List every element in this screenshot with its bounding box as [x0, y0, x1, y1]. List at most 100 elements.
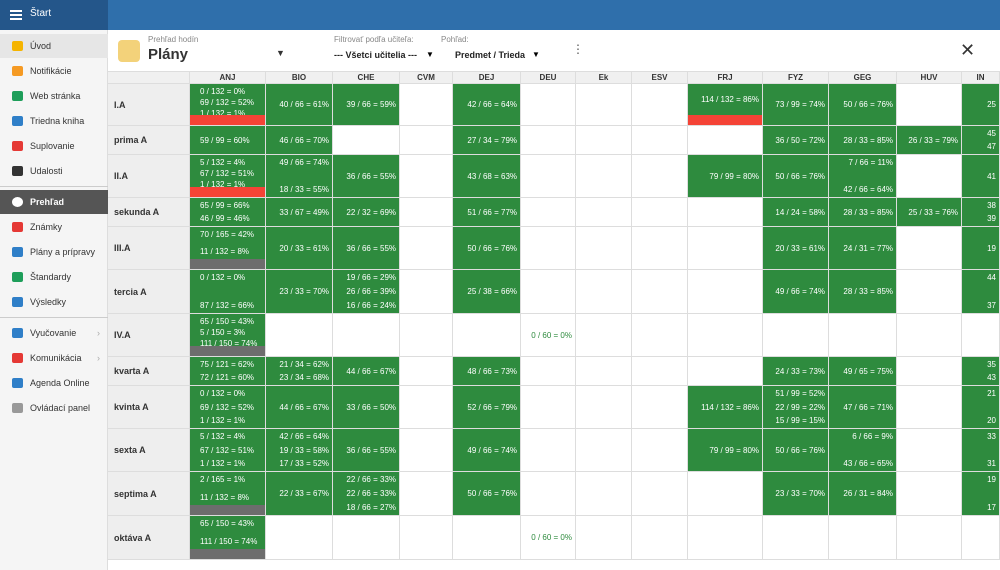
- plan-cell[interactable]: 26 / 31 = 84%: [829, 472, 897, 516]
- nav-item[interactable]: Úvod: [0, 34, 108, 58]
- plan-cell[interactable]: 45 47: [962, 126, 1000, 155]
- plan-cell[interactable]: 35 43: [962, 357, 1000, 386]
- plan-cell[interactable]: 36 / 50 = 72%: [763, 126, 829, 155]
- nav-item[interactable]: Triedna kniha: [0, 109, 108, 133]
- plan-cell[interactable]: 23 / 33 = 70%: [266, 270, 333, 314]
- filter-select[interactable]: --- Všetci učitelia ---: [334, 50, 418, 60]
- view-select[interactable]: Predmet / Trieda: [455, 50, 526, 60]
- plan-cell[interactable]: 41: [962, 155, 1000, 198]
- plan-cell[interactable]: 51 / 99 = 52% 22 / 99 = 22% 15 / 99 = 15%: [763, 386, 829, 429]
- plan-cell[interactable]: 28 / 33 = 85%: [829, 270, 897, 314]
- nav-item[interactable]: Notifikácie: [0, 59, 108, 83]
- plan-cell[interactable]: 50 / 66 = 76%: [453, 472, 521, 516]
- plan-cell[interactable]: 19: [962, 227, 1000, 270]
- plan-cell[interactable]: 22 / 32 = 69%: [333, 198, 400, 227]
- plan-cell[interactable]: 36 / 66 = 55%: [333, 155, 400, 198]
- plan-cell[interactable]: 26 / 33 = 79%: [897, 126, 962, 155]
- plan-cell[interactable]: 49 / 66 = 74% 18 / 33 = 55%: [266, 155, 333, 198]
- plan-cell[interactable]: 14 / 24 = 58%: [763, 198, 829, 227]
- plan-cell[interactable]: 22 / 66 = 33% 22 / 66 = 33% 18 / 66 = 27%: [333, 472, 400, 516]
- plan-cell[interactable]: 25: [962, 84, 1000, 126]
- plan-cell[interactable]: 6 / 66 = 9% 43 / 66 = 65%: [829, 429, 897, 472]
- dropdown-arrow[interactable]: ▼: [276, 48, 285, 58]
- plan-cell[interactable]: 24 / 31 = 77%: [829, 227, 897, 270]
- nav-item[interactable]: Prehľad: [0, 190, 108, 214]
- plan-cell[interactable]: 75 / 121 = 62% 72 / 121 = 60%: [190, 357, 266, 386]
- plan-cell[interactable]: 43 / 68 = 63%: [453, 155, 521, 198]
- plan-cell[interactable]: 0 / 132 = 0% 69 / 132 = 52% 1 / 132 = 1%: [190, 84, 266, 126]
- plan-cell[interactable]: 7 / 66 = 11% 42 / 66 = 64%: [829, 155, 897, 198]
- plan-cell[interactable]: 65 / 150 = 43% 5 / 150 = 3% 111 / 150 = 74…: [190, 314, 266, 357]
- nav-item[interactable]: Štandardy: [0, 265, 108, 289]
- plan-cell[interactable]: 42 / 66 = 64%: [453, 84, 521, 126]
- plan-cell[interactable]: 21 20: [962, 386, 1000, 429]
- plan-cell[interactable]: 49 / 65 = 75%: [829, 357, 897, 386]
- nav-item[interactable]: Známky: [0, 215, 108, 239]
- plan-cell[interactable]: 25 / 33 = 76%: [897, 198, 962, 227]
- nav-item[interactable]: Agenda Online: [0, 371, 108, 395]
- plan-cell[interactable]: 79 / 99 = 80%: [688, 155, 763, 198]
- filter-arrow[interactable]: ▼: [426, 50, 434, 59]
- plan-cell[interactable]: 20 / 33 = 61%: [266, 227, 333, 270]
- nav-item[interactable]: Výsledky: [0, 290, 108, 314]
- plan-cell[interactable]: 2 / 165 = 1% 11 / 132 = 8%: [190, 472, 266, 516]
- plan-cell[interactable]: 50 / 66 = 76%: [453, 227, 521, 270]
- plan-cell[interactable]: 5 / 132 = 4% 67 / 132 = 51% 1 / 132 = 1%: [190, 155, 266, 198]
- plan-cell[interactable]: 44 37: [962, 270, 1000, 314]
- nav-item[interactable]: Vyučovanie ›: [0, 321, 108, 345]
- close-button[interactable]: ✕: [960, 40, 976, 60]
- plan-cell[interactable]: 114 / 132 = 86%: [688, 386, 763, 429]
- plan-cell[interactable]: 28 / 33 = 85%: [829, 126, 897, 155]
- view-arrow[interactable]: ▼: [532, 50, 540, 59]
- plan-cell[interactable]: 50 / 66 = 76%: [829, 84, 897, 126]
- nav-item[interactable]: Udalosti: [0, 159, 108, 183]
- plan-cell[interactable]: 0 / 132 = 0% 69 / 132 = 52% 1 / 132 = 1%: [190, 386, 266, 429]
- nav-item[interactable]: Plány a prípravy: [0, 240, 108, 264]
- plan-cell[interactable]: 44 / 66 = 67%: [266, 386, 333, 429]
- plan-cell[interactable]: 28 / 33 = 85%: [829, 198, 897, 227]
- plan-cell[interactable]: 21 / 34 = 62% 23 / 34 = 68%: [266, 357, 333, 386]
- plan-cell[interactable]: 48 / 66 = 73%: [453, 357, 521, 386]
- plan-cell[interactable]: 33 / 67 = 49%: [266, 198, 333, 227]
- plan-cell[interactable]: 36 / 66 = 55%: [333, 227, 400, 270]
- plan-cell[interactable]: 0 / 132 = 0% 87 / 132 = 66%: [190, 270, 266, 314]
- plan-cell[interactable]: 49 / 66 = 74%: [763, 270, 829, 314]
- plan-cell[interactable]: 65 / 99 = 66% 46 / 99 = 46%: [190, 198, 266, 227]
- plan-cell[interactable]: 51 / 66 = 77%: [453, 198, 521, 227]
- more-button[interactable]: ⋮: [572, 42, 584, 56]
- plan-cell[interactable]: 27 / 34 = 79%: [453, 126, 521, 155]
- start-button[interactable]: Štart: [0, 0, 108, 30]
- plan-cell[interactable]: 22 / 33 = 67%: [266, 472, 333, 516]
- plan-cell[interactable]: 50 / 66 = 76%: [763, 429, 829, 472]
- plan-cell[interactable]: 19 17: [962, 472, 1000, 516]
- plan-cell[interactable]: 33 31: [962, 429, 1000, 472]
- plan-cell[interactable]: 33 / 66 = 50%: [333, 386, 400, 429]
- plan-cell[interactable]: 19 / 66 = 29% 26 / 66 = 39% 16 / 66 = 24%: [333, 270, 400, 314]
- plan-cell[interactable]: 59 / 99 = 60%: [190, 126, 266, 155]
- plan-cell[interactable]: 73 / 99 = 74%: [763, 84, 829, 126]
- plan-cell[interactable]: 0 / 60 = 0%: [521, 516, 576, 560]
- plan-cell[interactable]: 5 / 132 = 4% 67 / 132 = 51% 1 / 132 = 1%: [190, 429, 266, 472]
- plan-cell[interactable]: 40 / 66 = 61%: [266, 84, 333, 126]
- plan-cell[interactable]: 20 / 33 = 61%: [763, 227, 829, 270]
- plan-cell[interactable]: 70 / 165 = 42% 11 / 132 = 8%: [190, 227, 266, 270]
- plan-cell[interactable]: 65 / 150 = 43% 111 / 150 = 74%: [190, 516, 266, 560]
- plan-cell[interactable]: 47 / 66 = 71%: [829, 386, 897, 429]
- plan-cell[interactable]: 42 / 66 = 64% 19 / 33 = 58% 17 / 33 = 52%: [266, 429, 333, 472]
- plan-cell[interactable]: 114 / 132 = 86%: [688, 84, 763, 126]
- plan-cell[interactable]: 38 39: [962, 198, 1000, 227]
- plan-cell[interactable]: 79 / 99 = 80%: [688, 429, 763, 472]
- plan-cell[interactable]: 23 / 33 = 70%: [763, 472, 829, 516]
- plan-cell[interactable]: 52 / 66 = 79%: [453, 386, 521, 429]
- plan-cell[interactable]: 25 / 38 = 66%: [453, 270, 521, 314]
- nav-item[interactable]: Komunikácia ›: [0, 346, 108, 370]
- nav-item[interactable]: Ovládací panel: [0, 396, 108, 420]
- plan-cell[interactable]: 49 / 66 = 74%: [453, 429, 521, 472]
- plan-cell[interactable]: 36 / 66 = 55%: [333, 429, 400, 472]
- plan-cell[interactable]: 50 / 66 = 76%: [763, 155, 829, 198]
- plan-cell[interactable]: 24 / 33 = 73%: [763, 357, 829, 386]
- plan-cell[interactable]: 46 / 66 = 70%: [266, 126, 333, 155]
- nav-item[interactable]: Suplovanie: [0, 134, 108, 158]
- plan-cell[interactable]: 0 / 60 = 0%: [521, 314, 576, 357]
- plan-cell[interactable]: 44 / 66 = 67%: [333, 357, 400, 386]
